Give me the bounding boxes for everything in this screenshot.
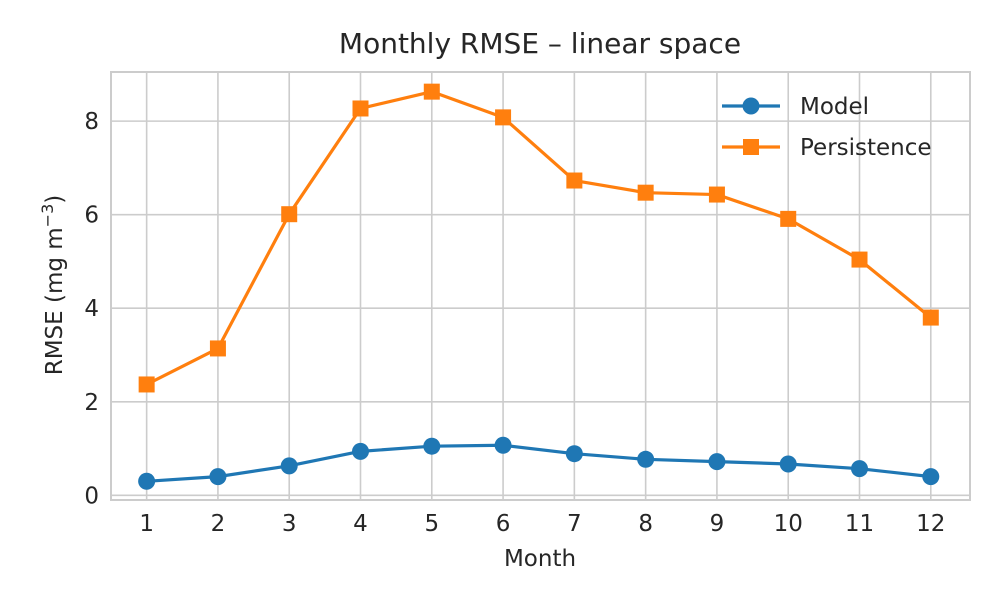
series-line-model — [146, 443, 931, 483]
x-tick-label: 8 — [638, 511, 653, 537]
data-point-model — [494, 436, 512, 454]
data-point-model — [708, 453, 726, 471]
legend-label-persistence: Persistence — [800, 135, 932, 161]
data-point-model — [922, 468, 940, 486]
chart-title: Monthly RMSE – linear space — [339, 27, 741, 60]
legend-marker-model — [742, 97, 760, 115]
x-tick-label: 9 — [710, 511, 725, 537]
data-point-persistence — [495, 109, 512, 126]
x-tick-label: 6 — [496, 511, 511, 537]
series-line-persistence — [145, 90, 932, 386]
x-tick-label: 4 — [353, 511, 368, 537]
data-point-persistence — [637, 184, 654, 201]
y-axis-label-superscript: −3 — [38, 204, 57, 228]
y-tick-label: 2 — [84, 390, 99, 416]
data-point-model — [280, 457, 298, 475]
y-axis-label-end: ) — [42, 195, 68, 204]
data-point-persistence — [423, 83, 440, 100]
x-tick-label: 7 — [567, 511, 582, 537]
x-axis-label: Month — [504, 546, 576, 572]
data-point-persistence — [138, 376, 155, 393]
data-point-persistence — [851, 251, 868, 268]
data-point-model — [851, 460, 869, 478]
x-tick-label: 12 — [916, 511, 945, 537]
y-axis-label-main: RMSE (mg m — [42, 227, 68, 375]
data-point-model — [423, 437, 441, 455]
data-point-persistence — [708, 186, 725, 203]
data-point-persistence — [780, 210, 797, 227]
y-tick-label: 6 — [84, 203, 99, 229]
x-tick-label: 11 — [845, 511, 874, 537]
x-tick-label: 3 — [282, 511, 297, 537]
y-tick-label: 4 — [84, 296, 99, 322]
data-point-model — [209, 468, 227, 486]
y-axis-label: RMSE (mg m−3) — [38, 195, 68, 376]
data-point-persistence — [922, 309, 939, 326]
legend: Model Persistence — [722, 94, 932, 161]
data-point-model — [779, 455, 797, 473]
plot-frame — [110, 71, 971, 501]
x-tick-label: 5 — [424, 511, 439, 537]
data-point-model — [565, 445, 583, 463]
legend-label-model: Model — [800, 94, 869, 120]
y-tick-label: 8 — [84, 109, 99, 135]
data-point-persistence — [281, 206, 298, 223]
x-tick-label: 10 — [774, 511, 803, 537]
legend-marker-persistence — [743, 139, 759, 155]
data-point-persistence — [352, 100, 369, 117]
x-tick-label: 2 — [211, 511, 226, 537]
data-point-model — [138, 472, 156, 490]
y-tick-label: 0 — [84, 483, 99, 509]
data-point-persistence — [209, 340, 226, 357]
data-point-model — [352, 442, 370, 460]
x-tick-label: 1 — [139, 511, 154, 537]
data-point-model — [637, 450, 655, 468]
data-point-persistence — [566, 172, 583, 189]
